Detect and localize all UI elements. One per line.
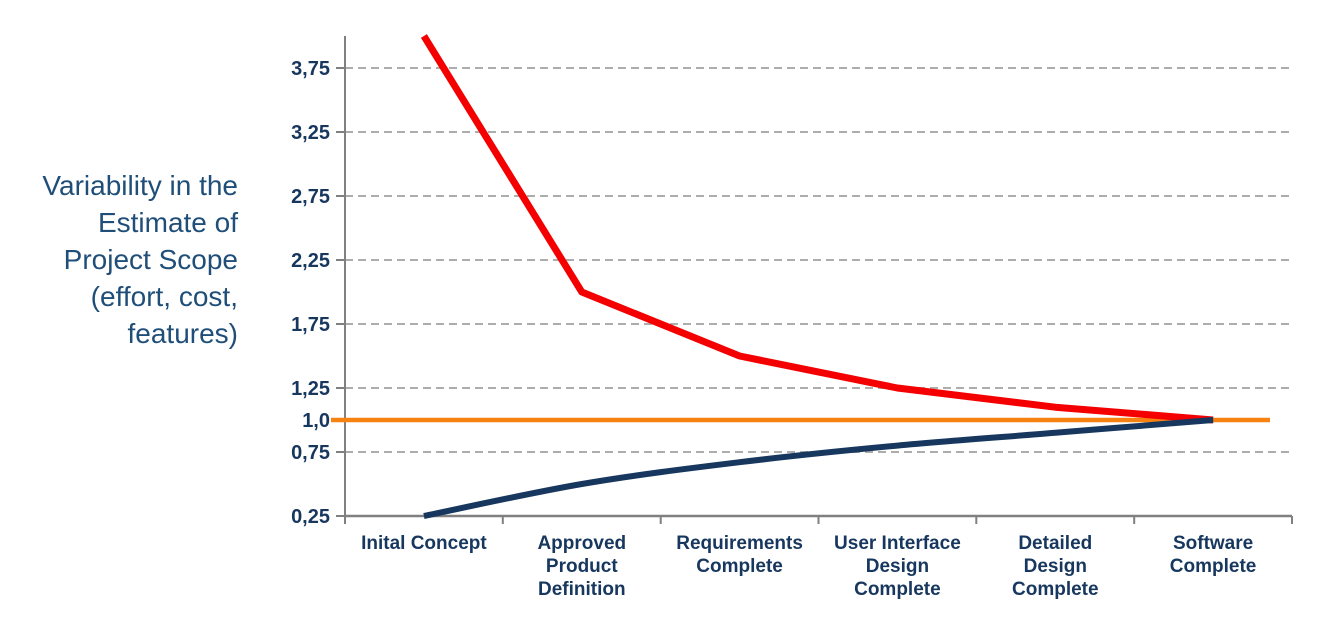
x-category-label: Requirements (676, 533, 803, 554)
x-category-label: Product (546, 556, 618, 577)
upper-variability-line (420, 34, 1214, 424)
x-category-label: Complete (1170, 556, 1257, 577)
x-category-label: User Interface (834, 533, 961, 554)
y-tick-label: 3,75 (291, 58, 330, 80)
x-category-label: Design (1024, 556, 1087, 577)
lower-variability-line (423, 417, 1214, 519)
y-tick-label: 1,25 (291, 378, 330, 400)
y-axis-title-line: Estimate of (97, 207, 238, 238)
y-tick-label: 1,0 (302, 410, 330, 432)
x-category-label: Complete (696, 556, 783, 577)
y-axis-title-line: Project Scope (63, 244, 238, 275)
x-category-label: Design (866, 556, 929, 577)
y-tick-label: 0,75 (291, 442, 330, 464)
x-category-label: Definition (538, 579, 626, 600)
y-tick-label: 0,25 (291, 506, 330, 528)
x-category-label: Detailed (1018, 533, 1092, 554)
x-category-label: Inital Concept (361, 533, 487, 554)
y-tick-label: 3,25 (291, 122, 330, 144)
y-axis-title: Variability in the Estimate of Project Sco… (0, 167, 238, 352)
y-axis-title-line: features) (127, 318, 239, 349)
x-category-label: Software (1173, 533, 1253, 554)
y-axis-title-line: Variability in the (42, 170, 238, 201)
y-axis-title-line: (effort, cost, (90, 281, 238, 312)
x-category-label: Approved (537, 533, 626, 554)
x-category-label: Complete (854, 579, 941, 600)
y-tick-label: 1,75 (291, 314, 330, 336)
y-tick-label: 2,25 (291, 250, 330, 272)
x-category-label: Complete (1012, 579, 1099, 600)
y-tick-label: 2,75 (291, 186, 330, 208)
